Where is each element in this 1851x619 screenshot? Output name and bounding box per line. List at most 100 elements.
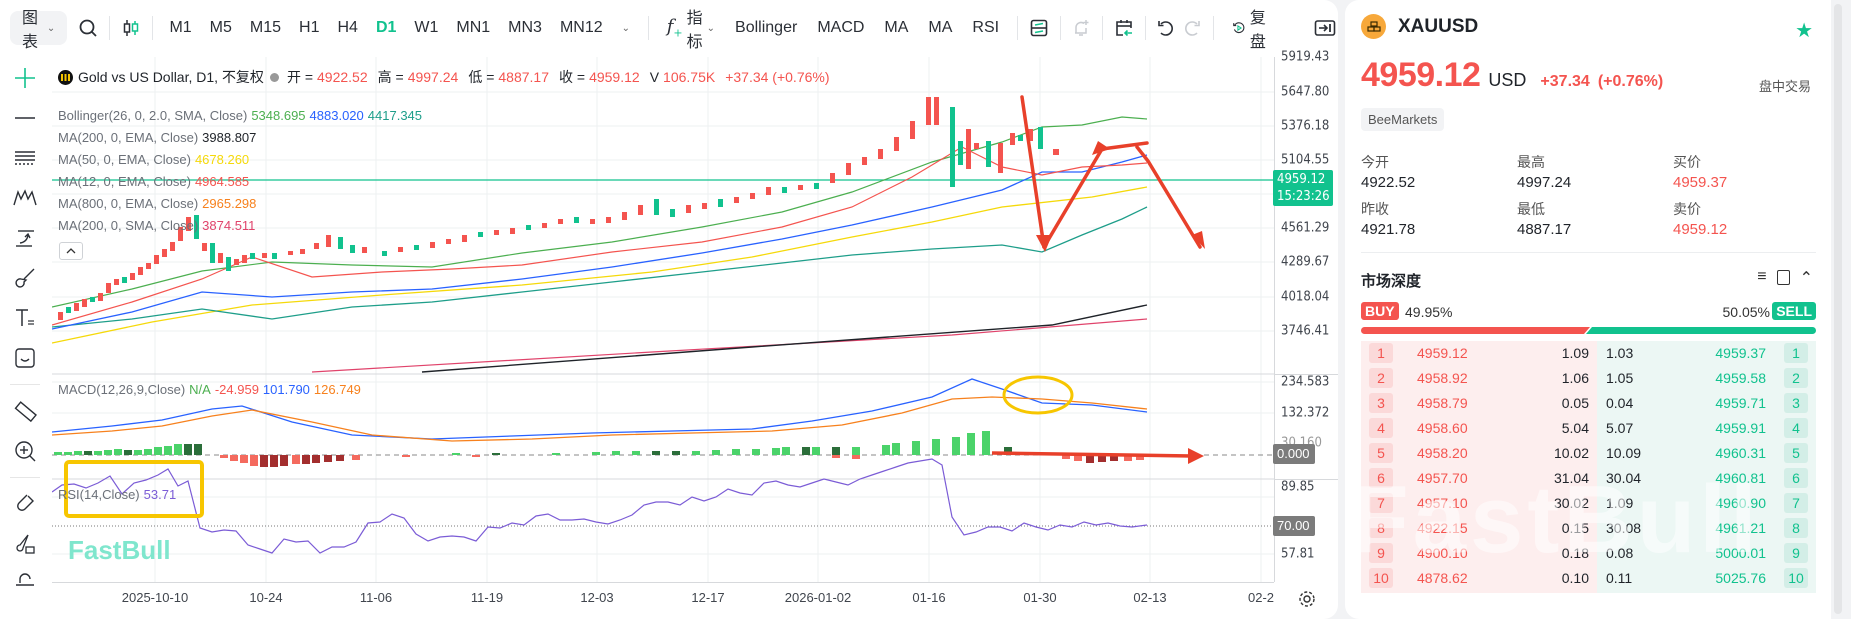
- ask-qty: 1.03: [1606, 345, 1634, 361]
- book-row[interactable]: 2 4958.92 1.06 1.05 4959.58 2: [1361, 366, 1816, 391]
- ask-price: 5000.01: [1715, 545, 1766, 561]
- timeframe-m1[interactable]: M1: [169, 19, 192, 36]
- indicator-bollinger[interactable]: Bollinger: [735, 19, 798, 36]
- book-row[interactable]: 8 4922.15 0.15 30.08 4961.21 8: [1361, 516, 1816, 541]
- axis-label: 4289.67: [1281, 254, 1330, 270]
- projection-tool[interactable]: [0, 218, 50, 258]
- price-chart-canvas[interactable]: [52, 57, 1274, 582]
- zoom-tool[interactable]: [0, 431, 50, 471]
- timeframe-mn3[interactable]: MN3: [508, 19, 542, 36]
- indicator-rsi[interactable]: RSI: [972, 19, 1000, 36]
- legend-ema800[interactable]: MA(800, 0, EMA, Close) 2965.298: [58, 196, 260, 211]
- macd-line-value: 101.790: [262, 382, 310, 397]
- layout-button[interactable]: [1026, 10, 1052, 46]
- timeframe-more-chevron-icon[interactable]: ⌄: [621, 22, 631, 34]
- time-label: 10-24: [249, 590, 283, 605]
- collapse-legend-button[interactable]: [59, 242, 83, 260]
- crosshair-tool[interactable]: [0, 58, 50, 98]
- bid-price: 4958.79: [1417, 395, 1468, 411]
- price-axis[interactable]: 5919.43 5647.80 5376.18 5104.55 4561.29 …: [1274, 50, 1338, 582]
- legend-ema200[interactable]: MA(200, 0, EMA, Close) 3988.807: [58, 130, 260, 145]
- stat-label: 最低: [1517, 201, 1545, 217]
- timeframe-m5[interactable]: M5: [209, 19, 232, 36]
- indicators-button[interactable]: f+ 指标 ⌄: [657, 4, 725, 52]
- indicator-ma-1[interactable]: MA: [884, 19, 909, 36]
- macd-hist-value: N/A: [189, 382, 211, 397]
- symbol-name: XAUUSD: [1398, 15, 1479, 37]
- panel-collapse-icon: [1314, 20, 1336, 36]
- timeframe-m15[interactable]: M15: [249, 19, 282, 36]
- chart-menu-button[interactable]: 图表 ⌄: [10, 10, 68, 51]
- book-row[interactable]: 6 4957.70 31.04 30.04 4960.81 6: [1361, 466, 1816, 491]
- chart-type-button[interactable]: [118, 10, 144, 46]
- book-row[interactable]: 1 4959.12 1.09 1.03 4959.37 1: [1361, 341, 1816, 366]
- undo-button[interactable]: [1154, 10, 1180, 46]
- ask-qty: 30.04: [1606, 470, 1642, 486]
- line-tool[interactable]: [0, 98, 50, 138]
- book-view-icon[interactable]: [1776, 270, 1790, 285]
- order-book: 1 4959.12 1.09 1.03 4959.37 1 2 4958.92 1.06 1.0…: [1361, 341, 1816, 593]
- list-view-icon[interactable]: ≡: [1757, 268, 1767, 285]
- current-price-tag: 4959.12 15:23:26: [1273, 170, 1333, 206]
- chart-settings-gear-icon[interactable]: [1296, 588, 1318, 610]
- replay-button[interactable]: 复盘: [1222, 4, 1282, 52]
- lock-drawings-tool[interactable]: [0, 524, 50, 564]
- bid-qty: 10.02: [1553, 445, 1589, 461]
- pattern-tool[interactable]: [0, 178, 50, 218]
- timeframe-h4[interactable]: H4: [337, 19, 358, 36]
- legend-rsi[interactable]: RSI(14,Close) 53.71: [58, 487, 180, 502]
- indicator-name: RSI(14,Close): [58, 487, 140, 502]
- book-row[interactable]: 4 4958.60 5.04 5.07 4959.91 4: [1361, 416, 1816, 441]
- legend-ema12[interactable]: MA(12, 0, EMA, Close) 4964.585: [58, 174, 253, 189]
- timeframe-w1[interactable]: W1: [414, 19, 439, 36]
- brush-tool[interactable]: [0, 258, 50, 298]
- timeframe-mn12[interactable]: MN12: [559, 19, 603, 36]
- emoji-tool[interactable]: [0, 338, 50, 378]
- indicator-ma-2[interactable]: MA: [928, 19, 953, 36]
- legend-ema50[interactable]: MA(50, 0, EMA, Close) 4678.260: [58, 152, 253, 167]
- book-row[interactable]: 7 4957.10 30.02 1.09 4960.90 7: [1361, 491, 1816, 516]
- book-row[interactable]: 9 4900.10 0.18 0.08 5000.01 9: [1361, 541, 1816, 566]
- legend-bollinger[interactable]: Bollinger(26, 0, 2.0, SMA, Close) 5348.69…: [58, 108, 426, 123]
- search-button[interactable]: [75, 10, 101, 46]
- add-alert-button[interactable]: [1068, 10, 1094, 46]
- ask-qty: 1.09: [1606, 495, 1634, 511]
- stat-label: 卖价: [1673, 201, 1701, 217]
- book-row[interactable]: 5 4958.20 10.02 10.09 4960.31 5: [1361, 441, 1816, 466]
- bid-qty: 30.02: [1553, 495, 1589, 511]
- book-row[interactable]: 3 4958.79 0.05 0.04 4959.71 3: [1361, 391, 1816, 416]
- close-value: 4959.12: [589, 69, 640, 85]
- redo-button[interactable]: [1179, 10, 1205, 46]
- bid-price: 4957.10: [1417, 495, 1468, 511]
- book-row[interactable]: 10 4878.62 0.10 0.11 5025.76 10: [1361, 566, 1816, 591]
- indicator-name: MA(800, 0, EMA, Close): [58, 196, 199, 211]
- collapse-panel-button[interactable]: [1312, 10, 1338, 46]
- legend-macd[interactable]: MACD(12,26,9,Close) N/A -24.959 101.790 126.…: [58, 382, 365, 397]
- legend-sma200[interactable]: MA(200, 0, SMA, Close) 3874.511: [58, 218, 259, 233]
- favorite-star-icon[interactable]: ★: [1795, 20, 1813, 42]
- indicator-macd[interactable]: MACD: [817, 19, 865, 36]
- unlock-tool[interactable]: [0, 564, 50, 604]
- magnet-tool[interactable]: [0, 484, 50, 524]
- time-axis[interactable]: 2025-10-10 10-24 11-06 11-19 12-03 12-17…: [52, 582, 1274, 612]
- level-num: 5: [1784, 443, 1808, 463]
- chart-toolbar: 图表 ⌄ M1 M5 M15 H1 H4 D1 W1 MN1 MN3 MN12 …: [0, 0, 1338, 56]
- currency: USD: [1488, 70, 1527, 90]
- timeframe-d1[interactable]: D1: [375, 19, 397, 36]
- panel-scrollbar[interactable]: [1834, 4, 1842, 614]
- go-to-date-button[interactable]: [1111, 10, 1137, 46]
- timeframe-h1[interactable]: H1: [299, 19, 320, 36]
- broker-badge[interactable]: BeeMarkets: [1361, 108, 1445, 131]
- timeframe-mn1[interactable]: MN1: [456, 19, 491, 36]
- text-tool[interactable]: [0, 298, 50, 338]
- gold-symbol-icon: [58, 69, 73, 85]
- ask-qty: 5.07: [1606, 420, 1634, 436]
- channel-tool[interactable]: [0, 138, 50, 178]
- smiley-icon: [15, 348, 35, 368]
- collapse-chevron-up-icon[interactable]: ⌃: [1799, 270, 1813, 287]
- bid-price: 4900.10: [1417, 545, 1468, 561]
- level-num: 2: [1369, 368, 1393, 388]
- sell-pct: 50.05%: [1722, 304, 1770, 320]
- measure-tool[interactable]: [0, 391, 50, 431]
- session-status: 盘中交易: [1758, 79, 1811, 94]
